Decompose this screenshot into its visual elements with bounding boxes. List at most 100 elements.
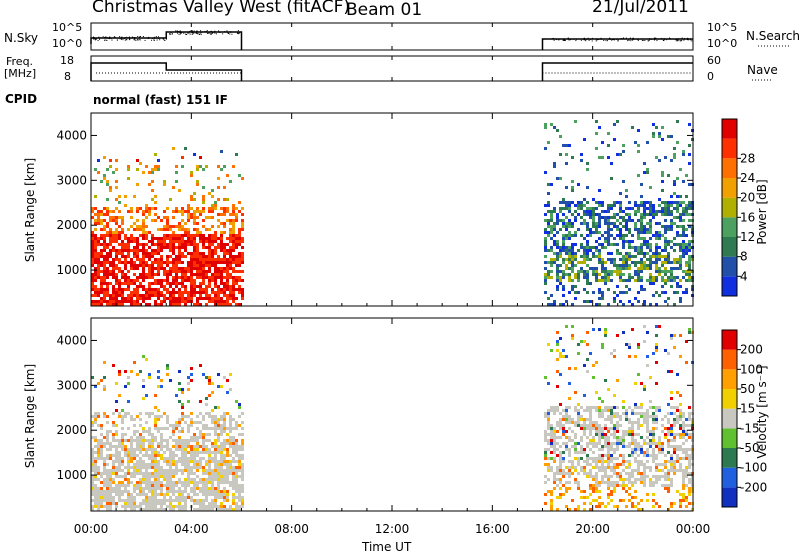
data-cell [91,424,94,427]
data-cell [646,279,649,282]
data-cell [685,418,688,421]
data-cell [103,457,106,460]
data-cell [670,267,673,270]
data-cell [154,481,157,484]
data-cell [580,406,583,409]
data-cell [568,291,571,294]
data-cell [160,484,163,487]
data-cell [622,499,625,502]
data-cell [580,439,583,442]
data-cell [589,418,592,421]
nsky-dot [193,30,195,32]
data-cell [112,231,115,234]
x-tick-label: 12:00 [375,522,410,536]
data-cell [679,297,682,300]
data-cell [157,240,160,243]
data-cell [667,213,670,216]
data-cell [619,270,622,273]
data-cell [127,294,130,297]
data-cell [175,258,178,261]
data-cell [196,210,199,213]
data-cell [187,424,190,427]
data-cell [616,505,619,508]
data-cell [187,279,190,282]
data-cell [553,460,556,463]
data-cell [637,150,640,153]
data-cell [100,442,103,445]
data-cell [586,276,589,279]
data-cell [193,279,196,282]
data-cell [124,300,127,303]
data-cell [148,502,151,505]
data-cell [217,436,220,439]
data-cell [622,255,625,258]
data-cell [571,249,574,252]
data-cell [103,276,106,279]
data-cell [580,445,583,448]
data-cell [160,255,163,258]
nsky-dot [568,39,570,41]
data-cell [622,219,625,222]
data-cell [163,228,166,231]
data-cell [616,243,619,246]
data-cell [172,460,175,463]
data-cell [655,415,658,418]
data-cell [592,457,595,460]
data-cell [154,415,157,418]
data-cell [664,261,667,264]
data-cell [562,484,565,487]
data-cell [235,255,238,258]
data-cell [139,418,142,421]
data-cell [217,276,220,279]
data-cell [682,291,685,294]
data-cell [598,436,601,439]
data-cell [238,279,241,282]
data-cell [556,219,559,222]
data-cell [154,249,157,252]
data-cell [181,418,184,421]
data-cell [655,279,658,282]
data-cell [601,210,604,213]
data-cell [115,297,118,300]
data-cell [214,478,217,481]
data-cell [124,451,127,454]
nsky-dot [157,36,159,38]
data-cell [235,421,238,424]
data-cell [130,496,133,499]
data-cell [595,249,598,252]
data-cell [670,213,673,216]
nsky-dot [170,33,172,35]
data-cell [199,505,202,508]
data-cell [625,258,628,261]
power-cb-swatch [722,138,737,159]
data-cell [637,343,640,346]
data-cell [589,210,592,213]
data-cell [130,261,133,264]
data-cell [148,430,151,433]
data-cell [238,406,241,409]
data-cell [598,189,601,192]
nsky-dot [179,31,181,33]
data-cell [592,252,595,255]
data-cell [172,186,175,189]
data-cell [151,288,154,291]
data-cell [571,189,574,192]
nsky-dot [681,37,683,39]
data-cell [604,270,607,273]
data-cell [211,195,214,198]
data-cell [586,168,589,171]
data-cell [634,355,637,358]
data-cell [121,421,124,424]
data-cell [568,222,571,225]
data-cell [598,460,601,463]
data-cell [97,499,100,502]
data-cell [133,466,136,469]
nsky-dot [94,38,96,40]
data-cell [103,496,106,499]
data-cell [202,264,205,267]
data-cell [574,273,577,276]
data-cell [565,409,568,412]
data-cell [151,496,154,499]
data-cell [580,496,583,499]
